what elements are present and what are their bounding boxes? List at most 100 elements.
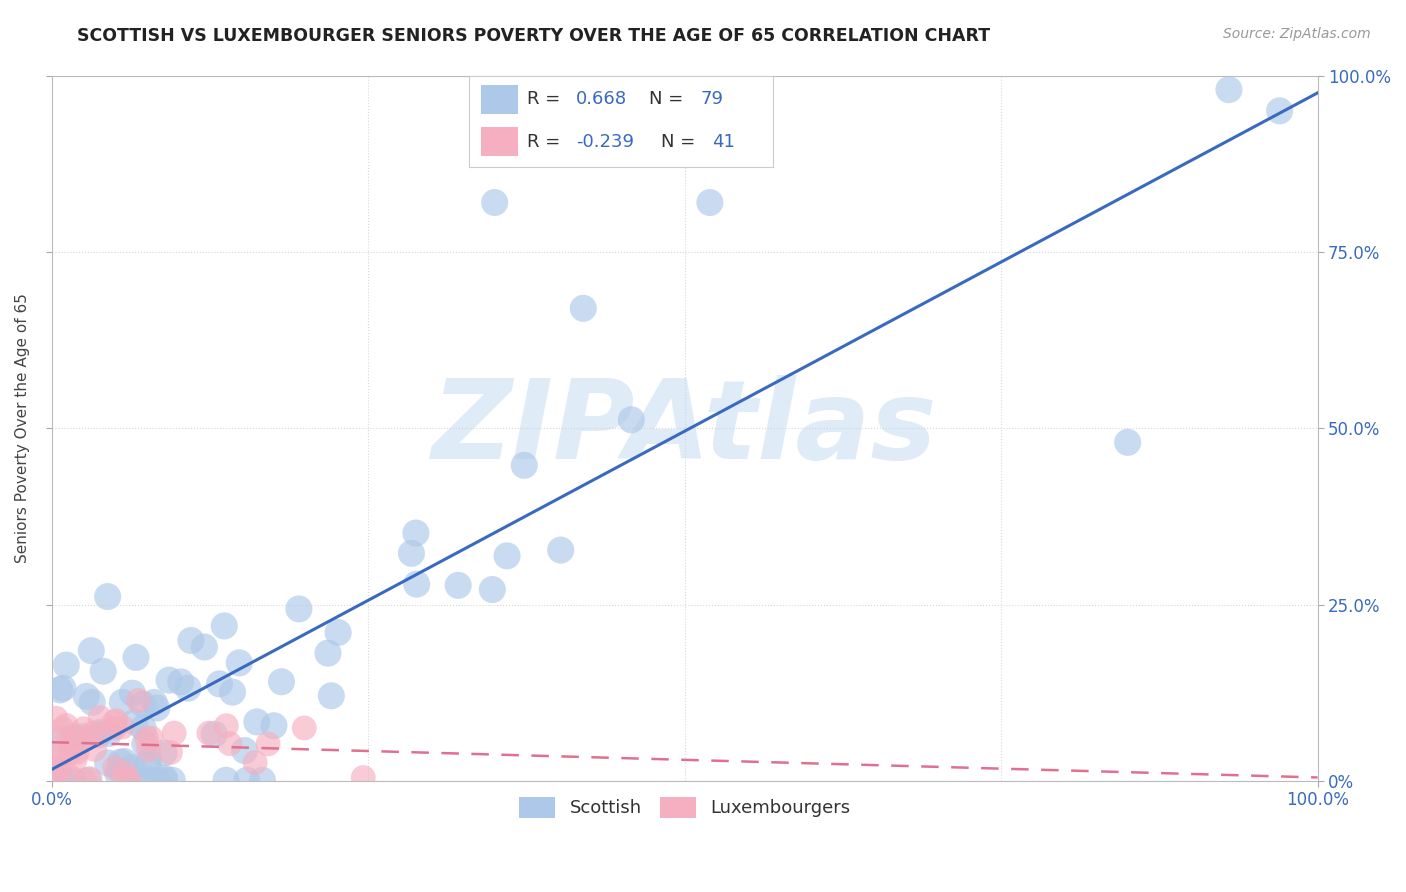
Point <box>104 761 127 775</box>
Text: ZIPAtlas: ZIPAtlas <box>432 375 938 482</box>
Y-axis label: Seniors Poverty Over the Age of 65: Seniors Poverty Over the Age of 65 <box>15 293 30 563</box>
Point <box>405 577 427 591</box>
Point <box>1116 435 1139 450</box>
Point <box>132 698 155 712</box>
Point <box>111 764 134 779</box>
Point <box>138 755 160 769</box>
Point <box>66 745 89 759</box>
Point <box>118 773 141 788</box>
Point <box>162 773 184 788</box>
Point <box>111 695 134 709</box>
Point <box>135 731 157 746</box>
Point <box>63 753 86 767</box>
Point <box>146 701 169 715</box>
Point <box>513 458 536 473</box>
Point <box>52 681 75 696</box>
Point <box>97 726 120 740</box>
Point <box>221 685 243 699</box>
Point <box>228 656 250 670</box>
Point <box>59 746 82 760</box>
Point <box>55 658 77 673</box>
Point <box>44 765 66 780</box>
Point <box>134 737 156 751</box>
Point <box>141 731 163 745</box>
Point <box>159 746 181 760</box>
Point <box>79 772 101 786</box>
Point <box>153 771 176 785</box>
Point <box>257 737 280 751</box>
Point <box>496 549 519 563</box>
Point <box>180 633 202 648</box>
Point <box>236 773 259 788</box>
Point <box>80 643 103 657</box>
Point <box>572 301 595 316</box>
Point <box>163 726 186 740</box>
Point <box>72 722 94 736</box>
Point <box>127 693 149 707</box>
Point <box>62 730 84 744</box>
Point <box>215 719 238 733</box>
Point <box>90 725 112 739</box>
Point <box>104 714 127 728</box>
Point <box>620 413 643 427</box>
Point <box>157 673 180 687</box>
Text: Source: ZipAtlas.com: Source: ZipAtlas.com <box>1223 27 1371 41</box>
Point <box>75 690 97 704</box>
Point <box>292 721 315 735</box>
Point <box>103 715 125 730</box>
Point <box>193 640 215 654</box>
Point <box>82 695 104 709</box>
Point <box>112 755 135 769</box>
Point <box>139 773 162 788</box>
Point <box>550 543 572 558</box>
Point <box>63 729 86 743</box>
Point <box>48 764 70 778</box>
Point <box>246 714 269 729</box>
Point <box>42 773 65 788</box>
Point <box>97 590 120 604</box>
Point <box>198 726 221 740</box>
Point <box>121 686 143 700</box>
Point <box>55 718 77 732</box>
Point <box>153 746 176 760</box>
Point <box>103 721 125 735</box>
Point <box>263 719 285 733</box>
Point <box>352 771 374 785</box>
Point <box>48 747 70 762</box>
Point <box>51 732 73 747</box>
Point <box>401 546 423 560</box>
Point <box>82 728 104 742</box>
Point <box>128 773 150 788</box>
Point <box>91 664 114 678</box>
Point <box>321 689 343 703</box>
Point <box>114 765 136 780</box>
Point <box>62 773 84 788</box>
Point <box>1268 103 1291 118</box>
Point <box>699 195 721 210</box>
Point <box>44 760 66 774</box>
Point <box>1218 82 1240 96</box>
Point <box>252 773 274 788</box>
Point <box>87 728 110 742</box>
Point <box>52 722 75 736</box>
Point <box>77 773 100 788</box>
Point <box>243 756 266 770</box>
Point <box>89 710 111 724</box>
Point <box>233 743 256 757</box>
Point <box>218 737 240 751</box>
Point <box>138 743 160 757</box>
Point <box>46 742 69 756</box>
Point <box>484 195 506 210</box>
Point <box>177 681 200 696</box>
Point <box>326 625 349 640</box>
Text: SCOTTISH VS LUXEMBOURGER SENIORS POVERTY OVER THE AGE OF 65 CORRELATION CHART: SCOTTISH VS LUXEMBOURGER SENIORS POVERTY… <box>77 27 990 45</box>
Point <box>447 578 470 592</box>
Point <box>122 761 145 775</box>
Point <box>115 773 138 788</box>
Point <box>316 646 339 660</box>
Point <box>132 721 155 735</box>
Point <box>405 526 427 541</box>
Point <box>83 742 105 756</box>
Legend: Scottish, Luxembourgers: Scottish, Luxembourgers <box>512 789 858 825</box>
Point <box>215 773 238 788</box>
